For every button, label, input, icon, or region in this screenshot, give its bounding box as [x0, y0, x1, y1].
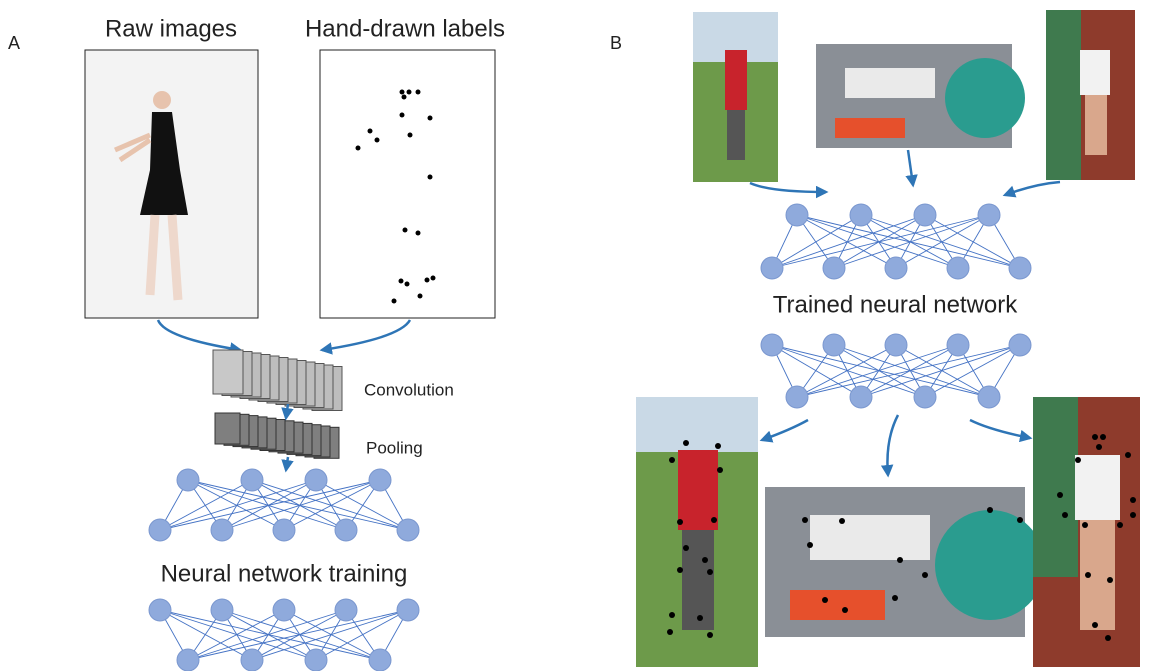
node: [241, 469, 263, 491]
node: [823, 257, 845, 279]
node: [1009, 257, 1031, 279]
node: [786, 386, 808, 408]
node: [761, 334, 783, 356]
panel-label: B: [610, 33, 622, 53]
network: [149, 599, 419, 671]
node: [761, 257, 783, 279]
node: [369, 649, 391, 671]
network: [149, 469, 419, 541]
heading: Raw images: [105, 15, 237, 42]
node: [335, 599, 357, 621]
node: [335, 519, 357, 541]
network: [761, 334, 1031, 408]
node: [786, 204, 808, 226]
node: [885, 257, 907, 279]
node: [305, 649, 327, 671]
figure: A Raw images Hand-drawn labels Convoluti…: [0, 0, 1162, 671]
node: [885, 334, 907, 356]
node: [211, 599, 233, 621]
label-image: [320, 50, 495, 318]
feature-map: [213, 350, 243, 394]
caption: Trained neural network: [773, 291, 1019, 318]
network: [761, 204, 1031, 279]
layer-label: Convolution: [364, 380, 454, 399]
node: [305, 469, 327, 491]
node: [914, 204, 936, 226]
caption: Neural network training: [161, 560, 408, 587]
heading: Hand-drawn labels: [305, 15, 505, 42]
node: [914, 386, 936, 408]
connection: [797, 345, 958, 397]
connection: [797, 215, 958, 268]
node: [149, 519, 171, 541]
node: [947, 334, 969, 356]
node: [211, 519, 233, 541]
panel-label: A: [8, 33, 20, 53]
node: [850, 386, 872, 408]
output-photos: [636, 397, 1140, 667]
node: [369, 469, 391, 491]
node: [273, 519, 295, 541]
node: [177, 469, 199, 491]
node: [397, 519, 419, 541]
node: [273, 599, 295, 621]
convolution-layers: [213, 350, 342, 458]
node: [241, 649, 263, 671]
node: [823, 334, 845, 356]
raw-image: [85, 50, 258, 318]
input-photos: [693, 10, 1135, 182]
node: [1009, 334, 1031, 356]
pooled-map: [215, 413, 240, 444]
node: [978, 204, 1000, 226]
layer-label: Pooling: [366, 438, 423, 457]
node: [978, 386, 1000, 408]
node: [850, 204, 872, 226]
node: [947, 257, 969, 279]
node: [177, 649, 199, 671]
node: [149, 599, 171, 621]
node: [397, 599, 419, 621]
